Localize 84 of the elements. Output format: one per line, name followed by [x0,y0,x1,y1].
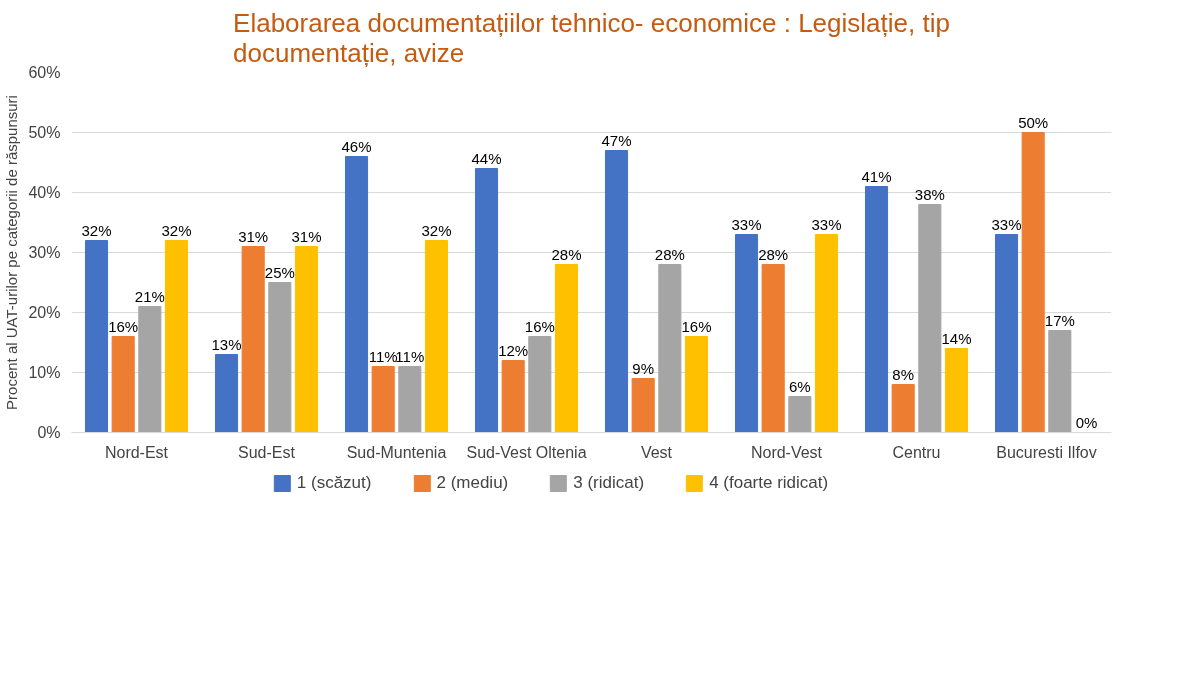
data-label: 31% [238,227,269,245]
bar [474,168,499,433]
data-label: 44% [471,149,502,167]
bar [138,306,162,433]
bar [241,246,265,433]
bar [891,384,915,433]
data-label: 14% [941,329,972,347]
x-tick-label: Sud-Est [238,443,296,461]
bar [371,366,395,433]
data-label: 16% [524,317,555,335]
data-label: 12% [498,341,529,359]
x-tick-label: Nord-Est [104,443,169,461]
data-label: 16% [681,317,712,335]
data-label: 13% [211,335,242,353]
legend-label: 4 (foarte ridicat) [709,473,829,493]
legend-label: 2 (mediu) [436,473,509,493]
legend-label: 1 (scăzut) [296,473,372,493]
x-tick-label: Vest [640,443,673,461]
bar [864,186,889,433]
bar [814,234,839,433]
bar [111,336,135,433]
bar [84,240,109,433]
data-label: 17% [1044,311,1075,329]
bar [344,156,369,433]
data-label: 11% [368,347,398,365]
y-tick-label: 40% [28,184,61,201]
y-tick-label: 10% [28,364,61,381]
data-label: 9% [632,359,655,377]
x-tick-label: Bucuresti Ilfov [996,443,1097,461]
bar [554,264,579,433]
bar [294,246,319,433]
y-tick-label: 50% [28,124,61,141]
data-label: 47% [601,131,632,149]
y-tick-label: 60% [28,64,61,81]
data-label: 32% [421,221,452,239]
data-label: 21% [134,287,165,305]
bar [214,354,239,433]
bar [1021,132,1045,433]
bar [761,264,785,433]
data-label: 16% [108,317,139,335]
bar [501,360,525,433]
bar [424,240,449,433]
y-axis-title: Procent al UAT-urilor pe categorii de răspunsuri [3,95,21,410]
data-label: 50% [1018,113,1049,131]
bar [528,336,552,433]
bar [788,396,812,433]
data-label: 0% [1075,413,1098,431]
legend-label: 3 (ridicat) [573,473,645,493]
bar [1048,330,1072,433]
x-tick-label: Centru [892,443,941,461]
bar [658,264,682,433]
x-tick-label: Sud-Muntenia [346,443,447,461]
chart-title: Elaborarea documentațiilor tehnico- economice : Legislație, tip documentație, avize [233,7,950,68]
bar [734,234,759,433]
y-tick-label: 0% [37,424,61,441]
data-label: 28% [758,245,789,263]
data-label: 28% [551,245,582,263]
y-tick-label: 20% [28,304,61,321]
data-label: 11% [395,347,425,365]
data-label: 8% [892,365,915,383]
data-label: 32% [161,221,192,239]
bar [944,348,969,433]
bar [994,234,1019,433]
bar [268,282,292,433]
data-label: 31% [291,227,322,245]
bar [684,336,709,433]
data-label: 33% [991,215,1022,233]
data-label: 46% [341,137,372,155]
data-label: 33% [731,215,762,233]
data-label: 33% [811,215,842,233]
data-label: 25% [264,263,295,281]
data-label: 41% [861,167,892,185]
data-label: 6% [788,377,811,395]
data-label: 32% [81,221,112,239]
bar [631,378,655,433]
bar [604,150,629,433]
x-tick-label: Sud-Vest Oltenia [466,443,587,461]
y-tick-label: 30% [28,244,61,261]
bar [164,240,189,433]
bar [918,204,942,433]
data-label: 38% [914,185,945,203]
bar [398,366,422,433]
x-tick-label: Nord-Vest [750,443,823,461]
data-label: 28% [654,245,685,263]
